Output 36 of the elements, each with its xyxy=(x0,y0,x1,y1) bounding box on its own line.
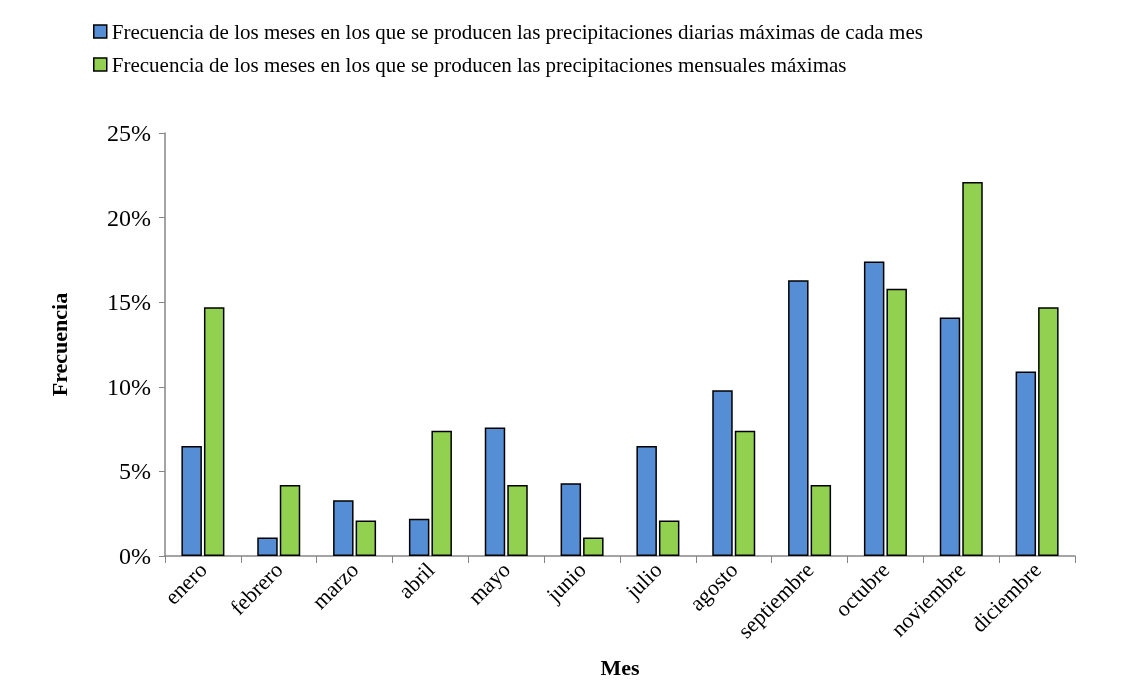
bar xyxy=(1015,371,1037,556)
y-tick-label: 0% xyxy=(119,543,151,569)
bar xyxy=(863,261,885,556)
bar xyxy=(886,288,907,556)
bar xyxy=(810,484,832,556)
bar xyxy=(658,520,680,556)
x-axis-title: Mes xyxy=(600,654,640,680)
bar xyxy=(203,307,225,556)
bar xyxy=(355,520,377,556)
y-axis-title: Frecuencia xyxy=(46,292,72,397)
bar xyxy=(333,500,354,556)
bar xyxy=(560,483,582,556)
bar xyxy=(408,518,430,556)
legend-label: Frecuencia de los meses en los que se producen las precipitaciones diarias máximas de cada mes xyxy=(111,19,923,44)
bar xyxy=(636,446,657,556)
y-tick-label: 10% xyxy=(107,373,151,400)
bar xyxy=(939,317,961,556)
y-tick-label: 15% xyxy=(107,289,151,316)
bar xyxy=(507,484,528,556)
bar xyxy=(962,182,983,556)
x-tick-label: julio xyxy=(619,557,667,605)
bar xyxy=(712,390,733,556)
x-tick-label: abril xyxy=(393,557,440,604)
y-tick-label: 20% xyxy=(107,204,151,231)
bar xyxy=(788,280,809,556)
bar xyxy=(431,430,452,556)
bar xyxy=(279,484,301,556)
y-tick-label: 25% xyxy=(107,120,151,146)
legend-label: Frecuencia de los meses en los que se producen las precipitaciones mensuales máximas xyxy=(111,52,847,77)
bar xyxy=(181,446,202,556)
bar xyxy=(734,430,756,556)
bar xyxy=(1038,307,1059,556)
bar xyxy=(257,537,278,556)
bar xyxy=(484,427,506,556)
bar xyxy=(583,537,604,556)
y-tick-label: 5% xyxy=(119,458,151,485)
